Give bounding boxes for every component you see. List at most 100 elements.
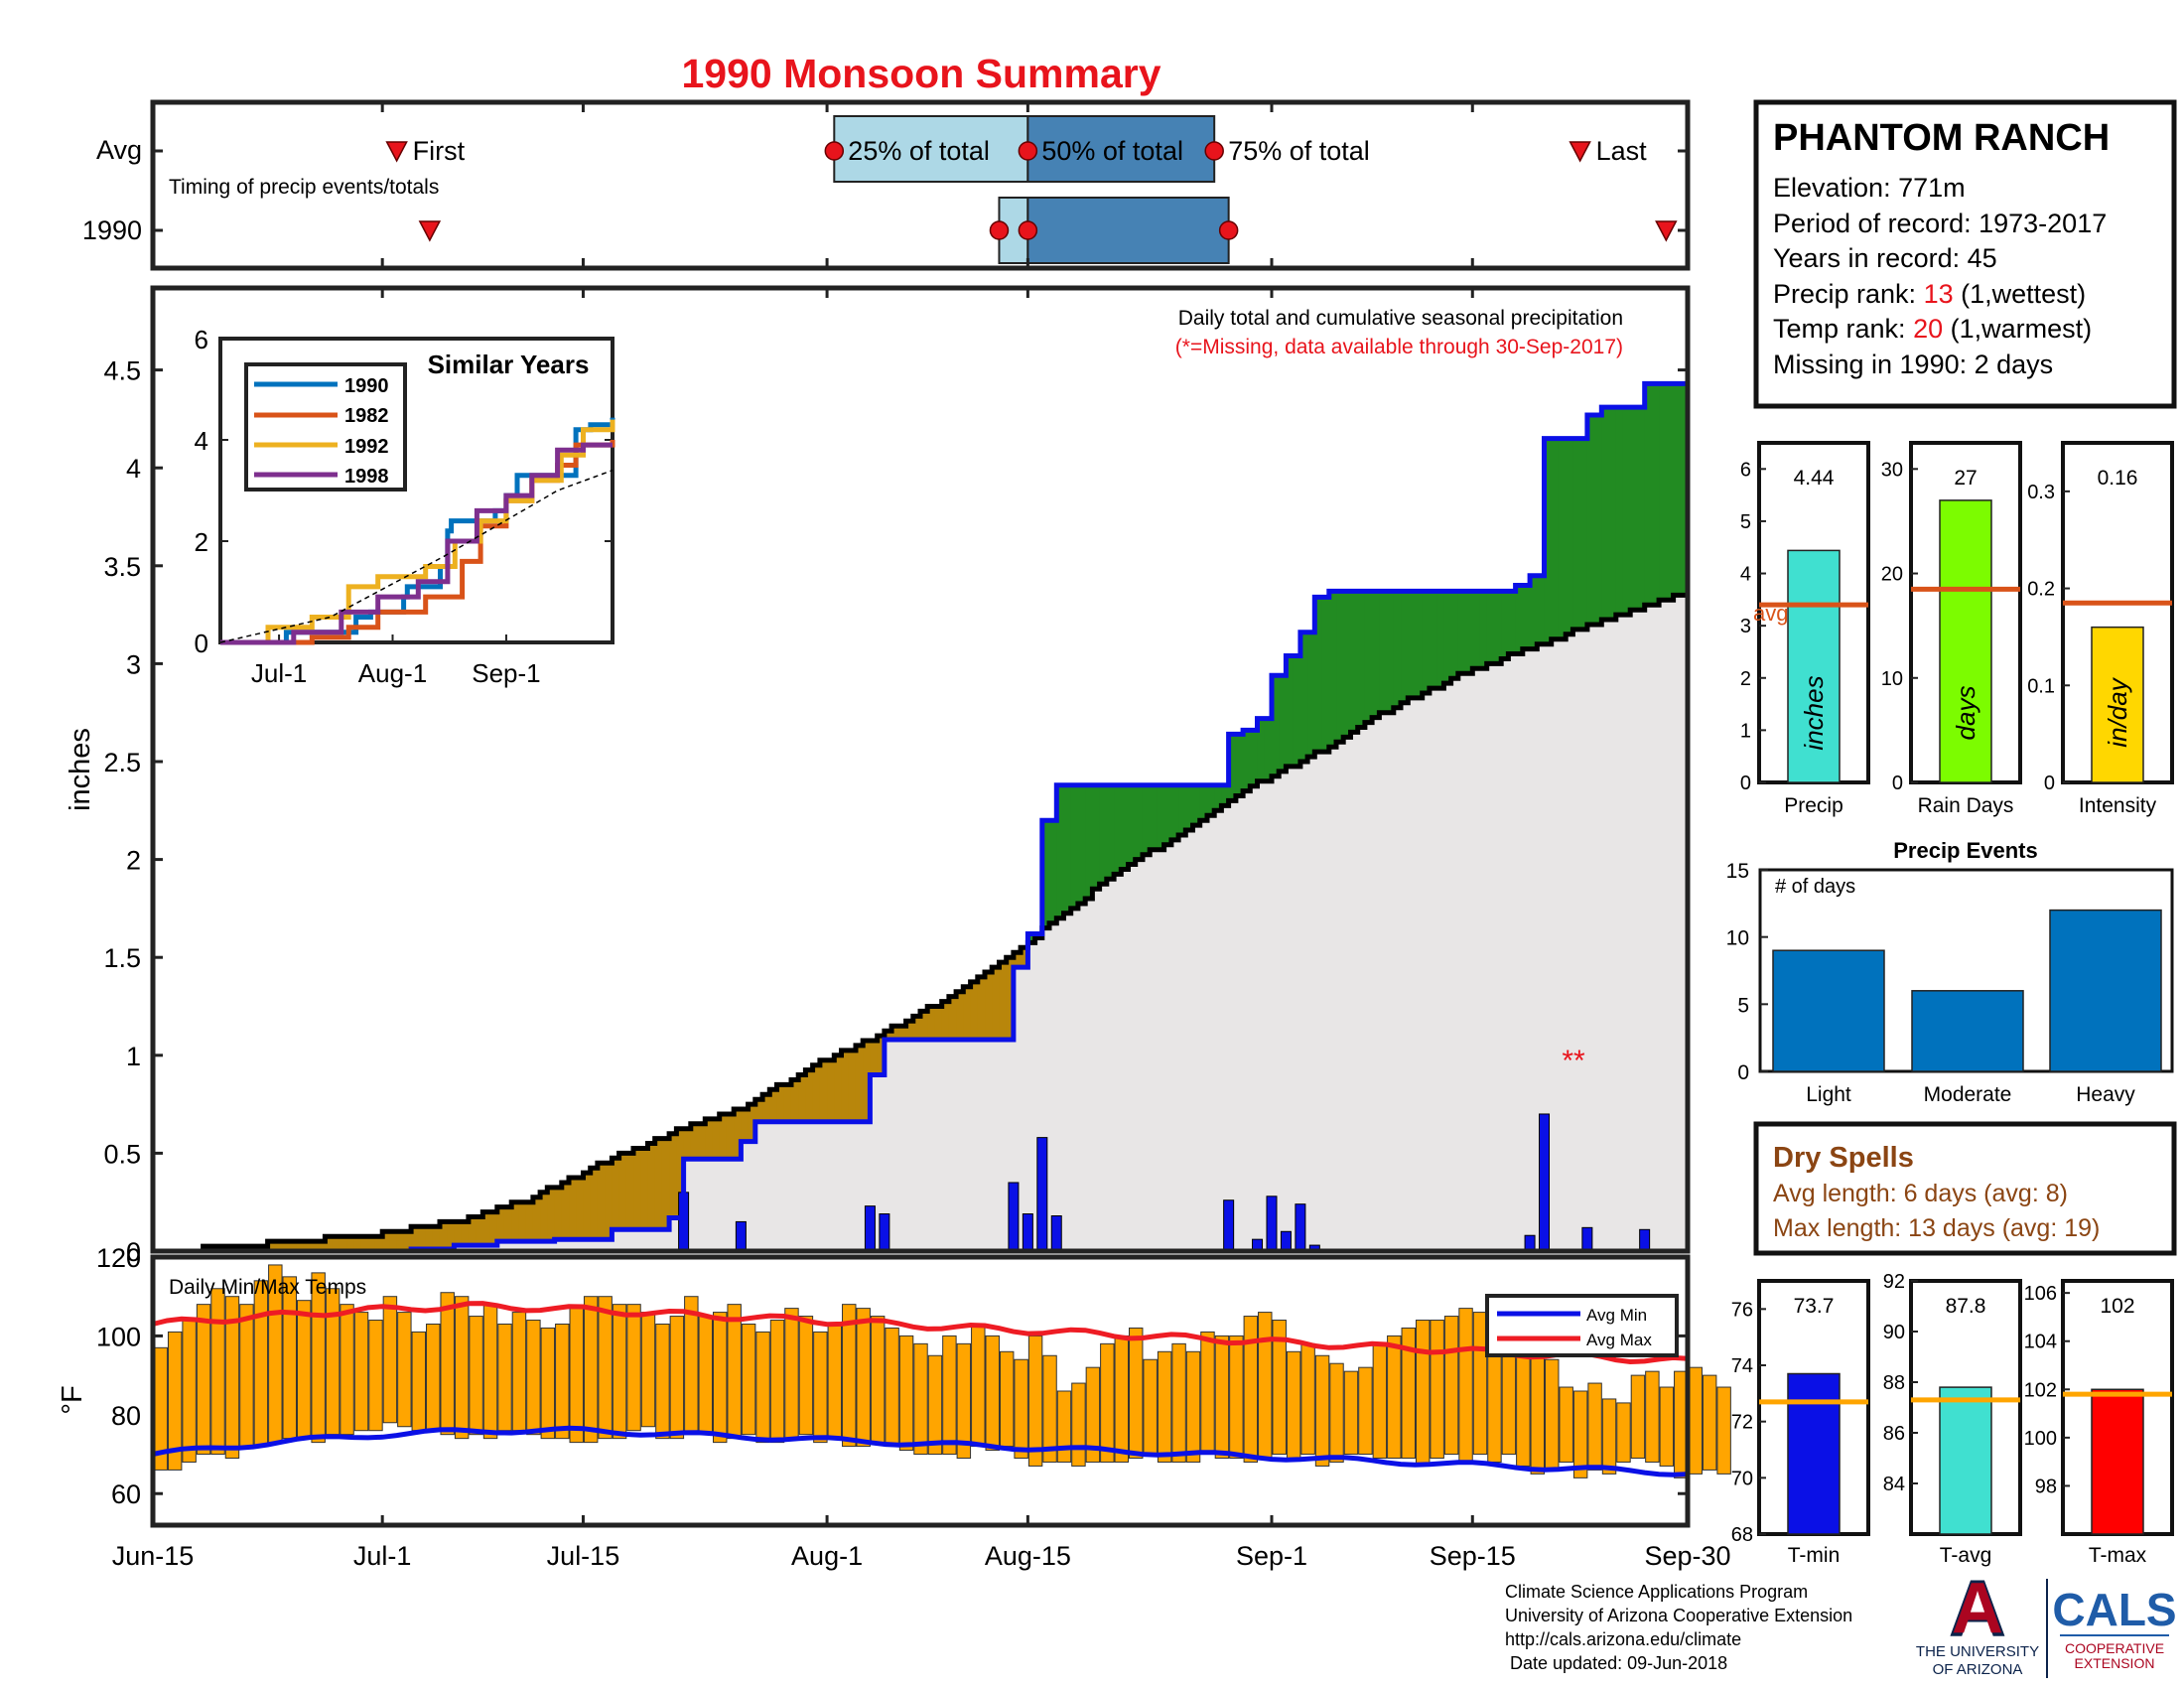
above-average-fill <box>1157 784 1165 850</box>
avg-max-line <box>152 1301 1689 1365</box>
above-average-fill <box>1666 383 1675 601</box>
daily-temp-bar <box>927 1354 943 1456</box>
daily-temp-bar <box>1472 1312 1488 1456</box>
events-y-tick-label-3: 15 <box>1726 860 1749 883</box>
station-info-frame <box>1753 99 2177 409</box>
below-average-fill <box>353 1236 362 1251</box>
above-average-fill <box>1522 585 1531 649</box>
below-average-fill <box>296 1241 305 1251</box>
below-average-fill <box>948 996 957 1041</box>
precip-y-tick-label-6: 6 <box>1740 459 1751 481</box>
cals-logo-sub1: COOPERATIVE <box>2065 1640 2164 1656</box>
below-average-fill <box>726 1113 735 1160</box>
precip-rank-value: 13 <box>1924 279 1954 309</box>
below-average-fill <box>267 1241 276 1251</box>
above-average-fill <box>1343 591 1352 738</box>
below-average-fill <box>963 986 972 1041</box>
above-average-fill <box>1299 632 1308 762</box>
daily-temp-bar <box>282 1276 297 1440</box>
below-average-fill <box>389 1231 398 1251</box>
events-y-tick-label-2: 10 <box>1726 927 1749 950</box>
cumulative-precip-chart: 0 0.5 1 1.5 2 2.5 3 3.5 4 4.5 inches Daily total … <box>65 285 1691 1267</box>
main-y-tick-label-4: 2 <box>126 846 141 876</box>
daily-temp-bar <box>999 1350 1015 1448</box>
main-y-tick-labels: 0 0.5 1 1.5 2 2.5 3 3.5 4 4.5 <box>103 356 141 1267</box>
below-average-fill <box>425 1226 434 1250</box>
precip-y-tick-label-3: 3 <box>1740 616 1751 637</box>
temp-stats: 73.7 T-min 68 70 72 74 76 87.8 T-avg 84 86 88 9… <box>1731 1271 2174 1567</box>
intensity-y-tick-label-3: 0.3 <box>2027 482 2055 503</box>
rain_days-y-tick-label-2: 20 <box>1881 564 1903 586</box>
above-average-fill <box>1150 784 1159 850</box>
missing-data-marker: ** <box>1562 1045 1585 1077</box>
events-y-tick-label-1: 5 <box>1737 994 1749 1017</box>
below-average-fill <box>690 1123 699 1160</box>
above-average-fill <box>1257 718 1266 781</box>
below-average-fill <box>941 1001 950 1041</box>
daily-precip-bar <box>1639 1228 1651 1252</box>
ua-logo-letter: A <box>1952 1569 2003 1648</box>
above-average-fill <box>1243 730 1251 791</box>
daily-precip-bar <box>1008 1182 1020 1252</box>
precip-y-tick-label-2: 2 <box>1740 668 1751 690</box>
above-average-fill <box>1436 591 1444 689</box>
daily-temp-bar <box>1258 1312 1273 1460</box>
below-average-fill <box>633 1148 641 1230</box>
event-bar-moderate <box>1911 990 2024 1072</box>
year-first-marker <box>418 220 442 242</box>
above-average-fill <box>1135 784 1144 860</box>
ua-logo-line1: THE UNIVERSITY <box>1916 1643 2039 1660</box>
daily-temp-bar <box>1329 1362 1344 1463</box>
precip-y-tick-label-5: 5 <box>1740 511 1751 533</box>
above-average-fill <box>1128 784 1137 865</box>
footer-line-1: Climate Science Applications Program <box>1505 1582 1808 1602</box>
temps-plot-frame <box>150 1254 1691 1528</box>
event-category-label-2: Heavy <box>2076 1083 2135 1106</box>
daily-temp-bar <box>511 1312 527 1432</box>
daily-temp-bar <box>842 1304 857 1448</box>
daily-precip-bar <box>1036 1137 1048 1252</box>
below-average-fill <box>360 1236 369 1251</box>
above-average-fill <box>1192 784 1201 826</box>
below-average-fill <box>482 1211 491 1246</box>
above-average-fill <box>1422 591 1431 693</box>
daily-temp-bar <box>612 1304 627 1440</box>
above-average-fill <box>1350 591 1359 733</box>
daily-temp-bar <box>469 1316 483 1436</box>
daily-temp-bar <box>1716 1386 1731 1475</box>
above-average-fill <box>1228 734 1237 801</box>
temps-y-tick-label-2: 100 <box>96 1322 141 1351</box>
below-average-fill <box>683 1128 692 1160</box>
daily-temp-bar <box>798 1316 814 1436</box>
tavg-y-tick-label-3: 90 <box>1883 1322 1905 1343</box>
below-average-fill <box>496 1206 505 1242</box>
inset-x-tick-label-1: Aug-1 <box>358 658 427 688</box>
tavg-stat-panel: 87.8 T-avg 84 86 88 90 92 <box>1883 1271 2022 1567</box>
cals-logo: CALS COOPERATIVE EXTENSION <box>2052 1584 2176 1671</box>
daily-temp-bar <box>1343 1370 1359 1456</box>
daily-precip-bar <box>1280 1230 1292 1252</box>
below-average-fill <box>310 1241 319 1251</box>
temps-legend: Avg Min Avg Max <box>1485 1294 1679 1357</box>
station-info-box: PHANTOM RANCH Elevation: 771m Period of … <box>1753 99 2177 409</box>
above-average-fill <box>1206 784 1215 816</box>
above-average-fill <box>1472 591 1481 669</box>
precip-stat-panel: 4.44 Precip 0 1 2 3 4 5 6 inches avg <box>1740 441 1870 817</box>
daily-precip-bar <box>1050 1215 1062 1252</box>
timing-row-avg: Avg <box>96 135 142 165</box>
main-info-line2: (*=Missing, data available through 30-Se… <box>1175 336 1623 358</box>
above-average-fill <box>1163 784 1172 845</box>
events-y-tick-label-0: 0 <box>1737 1061 1749 1084</box>
daily-temp-bar <box>942 1335 957 1456</box>
below-average-fill <box>303 1241 312 1251</box>
below-average-fill <box>461 1221 470 1246</box>
daily-temp-bar <box>526 1320 541 1436</box>
below-average-fill <box>769 1089 778 1122</box>
daily-temp-bar <box>870 1316 886 1444</box>
daily-precip-bar <box>1022 1213 1033 1252</box>
below-average-fill <box>834 1055 843 1122</box>
station-elevation: Elevation: 771m <box>1773 173 1966 203</box>
daily-temp-bar <box>1601 1398 1617 1475</box>
above-average-fill <box>1401 591 1409 703</box>
below-average-fill <box>367 1236 376 1251</box>
